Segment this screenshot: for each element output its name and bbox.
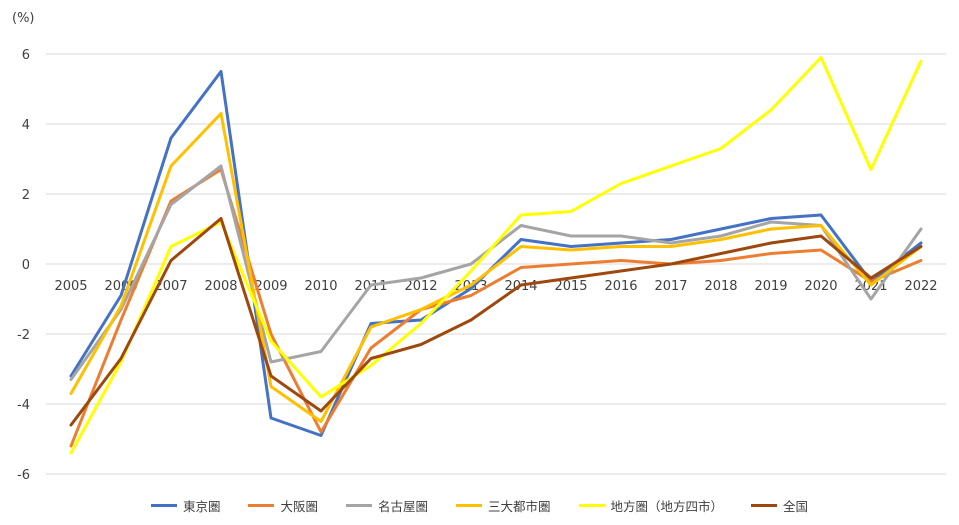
- legend-item-2: 大阪圏: [248, 496, 318, 515]
- x-tick-label: 2012: [404, 279, 437, 294]
- legend-swatch: [751, 503, 778, 507]
- legend-item-3: 名古屋圏: [345, 496, 428, 515]
- x-tick-label: 2022: [904, 279, 937, 294]
- series-line-3: [69, 164, 923, 381]
- legend-label: 地方圏（地方四市）: [610, 498, 724, 514]
- y-tick-label: 2: [22, 188, 30, 203]
- x-tick-label: 2018: [704, 279, 737, 294]
- x-tick-label: 2010: [304, 279, 337, 294]
- legend-swatch: [456, 503, 482, 507]
- legend-label: 名古屋圏: [377, 498, 428, 514]
- series-line-5: [69, 56, 923, 455]
- x-tick-label: 2009: [254, 279, 287, 294]
- legend-label: 全国: [783, 498, 809, 514]
- x-tick-label: 2020: [804, 279, 837, 294]
- legend-swatch: [578, 503, 605, 507]
- legend-swatch: [345, 503, 372, 507]
- series-line-4: [69, 112, 923, 423]
- legend-item-1: 東京圏: [150, 496, 221, 515]
- chart-legend: 東京圏 大阪圏 名古屋圏 三大都市圏 地方圏（地方四市） 全国: [0, 493, 959, 517]
- legend-swatch: [150, 503, 177, 507]
- x-tick-label: 2017: [654, 279, 687, 294]
- x-tick-label: 2019: [754, 279, 787, 294]
- y-tick-label: -6: [17, 468, 30, 483]
- y-tick-label: 4: [22, 118, 30, 133]
- y-tick-label: -4: [17, 398, 30, 413]
- x-tick-label: 2016: [604, 279, 637, 294]
- series-line-2: [69, 168, 923, 448]
- legend-item-5: 地方圏（地方四市）: [578, 496, 724, 515]
- x-tick-label: 2005: [54, 279, 87, 294]
- y-tick-label: -2: [17, 328, 30, 343]
- x-tick-label: 2007: [154, 279, 187, 294]
- legend-item-6: 全国: [751, 496, 808, 515]
- x-tick-label: 2008: [204, 279, 237, 294]
- series-line-1: [69, 70, 923, 437]
- legend-item-4: 三大都市圏: [456, 496, 551, 515]
- series-line-6: [69, 217, 923, 427]
- y-tick-label: 6: [22, 48, 30, 63]
- x-tick-label: 2015: [554, 279, 587, 294]
- legend-swatch: [248, 503, 275, 507]
- legend-label: 三大都市圏: [488, 498, 551, 514]
- legend-label: 東京圏: [182, 498, 221, 514]
- legend-label: 大阪圏: [280, 498, 318, 514]
- y-axis-unit-label: (%): [12, 11, 35, 26]
- y-tick-label: 0: [22, 258, 30, 273]
